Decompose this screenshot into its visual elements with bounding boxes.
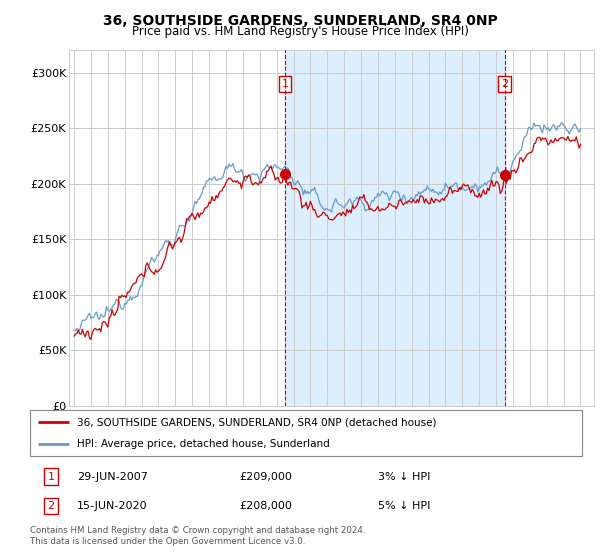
Text: Price paid vs. HM Land Registry's House Price Index (HPI): Price paid vs. HM Land Registry's House …: [131, 25, 469, 38]
Text: 29-JUN-2007: 29-JUN-2007: [77, 472, 148, 482]
Text: 2: 2: [501, 79, 508, 89]
Text: 1: 1: [47, 472, 55, 482]
Text: 1: 1: [281, 79, 289, 89]
Text: £209,000: £209,000: [240, 472, 293, 482]
Text: £208,000: £208,000: [240, 501, 293, 511]
Text: 36, SOUTHSIDE GARDENS, SUNDERLAND, SR4 0NP (detached house): 36, SOUTHSIDE GARDENS, SUNDERLAND, SR4 0…: [77, 417, 436, 427]
Text: HPI: Average price, detached house, Sunderland: HPI: Average price, detached house, Sund…: [77, 439, 329, 449]
Text: 3% ↓ HPI: 3% ↓ HPI: [378, 472, 430, 482]
Text: 15-JUN-2020: 15-JUN-2020: [77, 501, 148, 511]
Text: 5% ↓ HPI: 5% ↓ HPI: [378, 501, 430, 511]
Text: 36, SOUTHSIDE GARDENS, SUNDERLAND, SR4 0NP: 36, SOUTHSIDE GARDENS, SUNDERLAND, SR4 0…: [103, 14, 497, 28]
Text: 2: 2: [47, 501, 55, 511]
Text: Contains HM Land Registry data © Crown copyright and database right 2024.
This d: Contains HM Land Registry data © Crown c…: [30, 526, 365, 546]
FancyBboxPatch shape: [30, 410, 582, 456]
Bar: [285, 50, 505, 406]
